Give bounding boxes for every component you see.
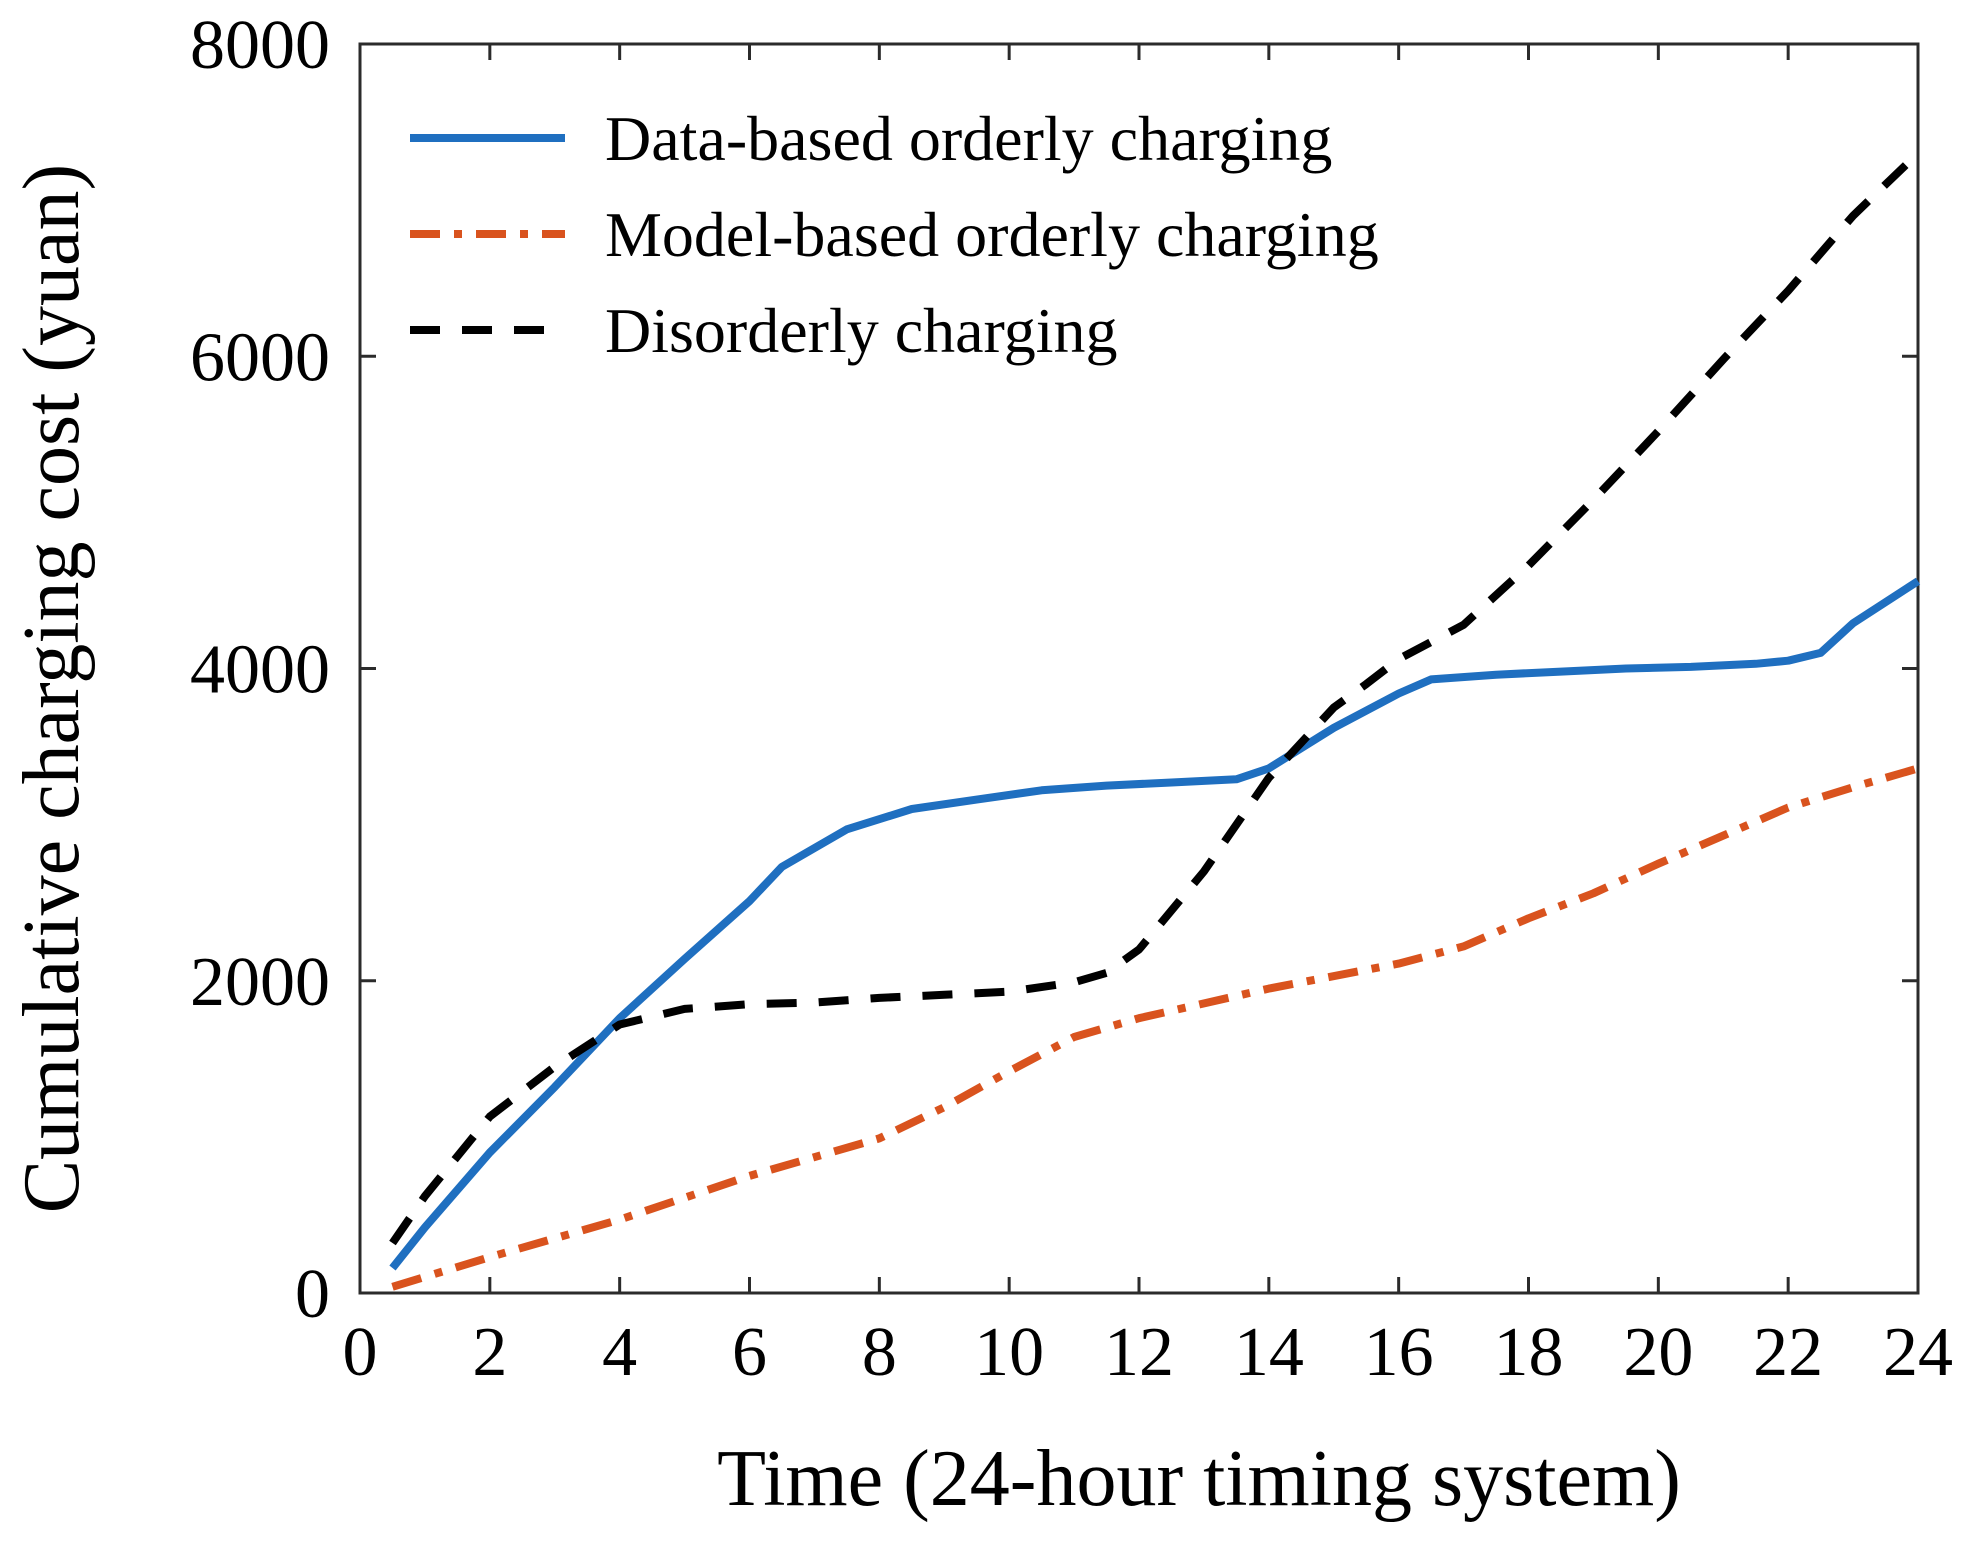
x-tick-label: 24 <box>1883 1314 1953 1391</box>
x-tick-label: 20 <box>1623 1314 1693 1391</box>
x-axis-title: Time (24-hour timing system) <box>717 1435 1681 1523</box>
x-tick-label: 10 <box>974 1314 1044 1391</box>
legend-label-1: Data-based orderly charging <box>605 103 1332 174</box>
y-tick-label: 4000 <box>190 632 330 709</box>
x-tick-label: 12 <box>1104 1314 1174 1391</box>
y-axis-title: Cumulative charging cost (yuan) <box>8 164 96 1213</box>
x-tick-label: 6 <box>732 1314 767 1391</box>
x-tick-label: 18 <box>1494 1314 1564 1391</box>
x-tick-label: 16 <box>1364 1314 1434 1391</box>
x-tick-label: 0 <box>343 1314 378 1391</box>
x-tick-label: 14 <box>1234 1314 1304 1391</box>
series-line-3 <box>389 150 1921 1246</box>
legend-label-3: Disorderly charging <box>605 295 1117 366</box>
legend: Data-based orderly charging Model-based o… <box>410 103 1379 366</box>
y-tick-label: 6000 <box>190 319 330 396</box>
y-tick-label: 8000 <box>190 7 330 84</box>
legend-label-2: Model-based orderly charging <box>605 199 1379 270</box>
x-tick-label: 22 <box>1753 1314 1823 1391</box>
y-tick-label: 2000 <box>190 944 330 1021</box>
series-line-1 <box>389 577 1921 1271</box>
series-line-2 <box>391 764 1920 1291</box>
x-tick-label: 2 <box>472 1314 507 1391</box>
series-layer <box>389 150 1921 1291</box>
x-tick-label: 4 <box>602 1314 637 1391</box>
x-tick-label: 8 <box>862 1314 897 1391</box>
y-tick-label: 0 <box>295 1256 330 1333</box>
